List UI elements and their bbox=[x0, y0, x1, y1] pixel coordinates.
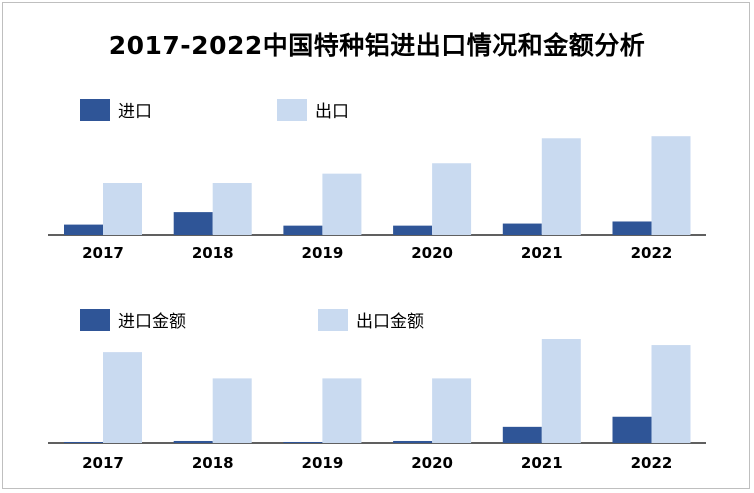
x-tick-label-chart1-2021: 2021 bbox=[521, 244, 563, 262]
legend-item-export-amount: 出口金额 bbox=[318, 307, 424, 332]
bar-chart1-import-2019 bbox=[283, 225, 323, 235]
bar-chart2-import-2021 bbox=[502, 426, 542, 443]
x-tick-label-chart1-2017: 2017 bbox=[82, 244, 124, 262]
bar-chart1-import-2018 bbox=[173, 212, 213, 235]
x-tick-label-chart1-2020: 2020 bbox=[411, 244, 453, 262]
chart-title: 2017-2022中国特种铝进出口情况和金额分析 bbox=[108, 31, 646, 60]
bar-chart1-export-2019 bbox=[322, 173, 362, 235]
legend-item-import: 进口 bbox=[80, 97, 152, 122]
bar-chart2-import-2018 bbox=[173, 440, 213, 443]
bar-chart1-export-2017 bbox=[103, 183, 142, 235]
bar-chart2-export-2017 bbox=[103, 352, 142, 443]
x-tick-label-chart1-2022: 2022 bbox=[631, 244, 673, 262]
legend-label-export: 出口 bbox=[315, 102, 349, 122]
legend-swatch-import bbox=[80, 98, 110, 121]
bar-chart2-export-2020 bbox=[432, 378, 472, 443]
bar-chart1-export-2021 bbox=[541, 138, 581, 235]
bar-chart2-export-2022 bbox=[651, 345, 691, 443]
bar-chart1-export-2022 bbox=[651, 136, 691, 235]
bar-chart2-export-2019 bbox=[322, 378, 362, 443]
bar-chart2-import-2022 bbox=[612, 416, 652, 443]
legend-label-export-amount: 出口金额 bbox=[356, 312, 424, 332]
x-tick-label-chart2-2017: 2017 bbox=[82, 454, 124, 472]
x-tick-label-chart2-2020: 2020 bbox=[411, 454, 453, 472]
legend-item-import-amount: 进口金额 bbox=[80, 307, 186, 332]
legend-label-import-amount: 进口金额 bbox=[118, 312, 186, 332]
bar-chart1-import-2021 bbox=[502, 223, 542, 235]
bar-chart2-export-2021 bbox=[541, 339, 581, 443]
legend-swatch-export-amount bbox=[318, 308, 348, 331]
x-tick-label-chart2-2019: 2019 bbox=[302, 454, 344, 472]
x-tick-label-chart1-2018: 2018 bbox=[192, 244, 234, 262]
bar-chart2-export-2018 bbox=[212, 378, 252, 443]
x-tick-label-chart1-2019: 2019 bbox=[302, 244, 344, 262]
x-tick-label-chart2-2021: 2021 bbox=[521, 454, 563, 472]
legend-item-export: 出口 bbox=[277, 97, 349, 122]
bar-chart1-import-2017 bbox=[64, 224, 103, 235]
bar-chart2-import-2020 bbox=[393, 440, 433, 443]
bar-chart1-export-2020 bbox=[432, 163, 472, 235]
x-tick-label-chart2-2018: 2018 bbox=[192, 454, 234, 472]
bar-chart2-import-2017 bbox=[64, 441, 103, 443]
bar-chart1-export-2018 bbox=[212, 183, 252, 235]
legend-swatch-export bbox=[277, 98, 307, 121]
bar-chart1-import-2020 bbox=[393, 225, 433, 235]
legend-label-import: 进口 bbox=[118, 102, 152, 122]
x-tick-label-chart2-2022: 2022 bbox=[631, 454, 673, 472]
legend-swatch-import-amount bbox=[80, 308, 110, 331]
bar-chart2-import-2019 bbox=[283, 441, 323, 443]
bar-chart1-import-2022 bbox=[612, 221, 652, 235]
